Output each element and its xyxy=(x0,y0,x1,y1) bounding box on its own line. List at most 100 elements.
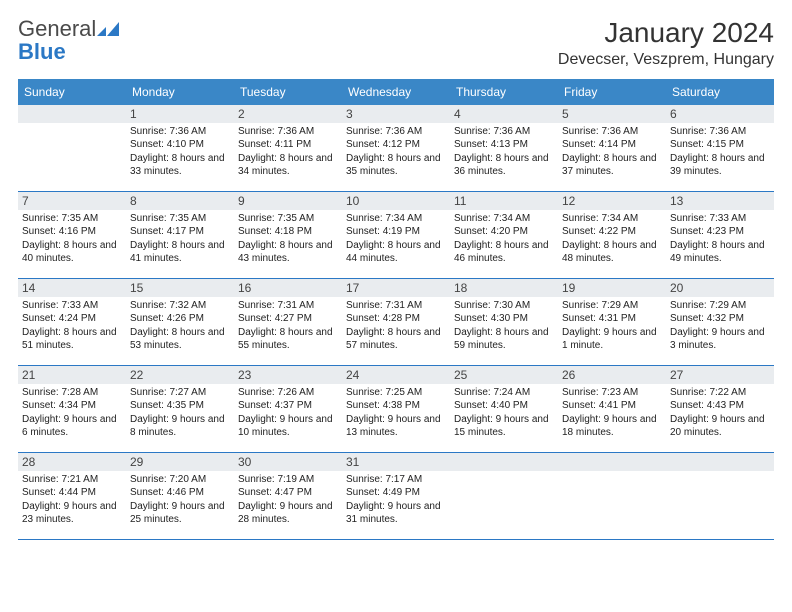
calendar-day-cell: 9Sunrise: 7:35 AMSunset: 4:18 PMDaylight… xyxy=(234,191,342,278)
day-line: Daylight: 8 hours and 40 minutes. xyxy=(22,239,122,266)
day-body: Sunrise: 7:25 AMSunset: 4:38 PMDaylight:… xyxy=(342,384,450,446)
calendar-week-row: 7Sunrise: 7:35 AMSunset: 4:16 PMDaylight… xyxy=(18,191,774,278)
day-body: Sunrise: 7:17 AMSunset: 4:49 PMDaylight:… xyxy=(342,471,450,533)
day-body: Sunrise: 7:35 AMSunset: 4:18 PMDaylight:… xyxy=(234,210,342,272)
title-block: January 2024 Devecser, Veszprem, Hungary xyxy=(558,18,774,69)
day-body: Sunrise: 7:36 AMSunset: 4:14 PMDaylight:… xyxy=(558,123,666,185)
day-body: Sunrise: 7:36 AMSunset: 4:13 PMDaylight:… xyxy=(450,123,558,185)
day-line: Sunset: 4:16 PM xyxy=(22,225,122,239)
day-line: Sunrise: 7:36 AM xyxy=(562,125,662,139)
day-number: 7 xyxy=(18,192,126,210)
brand-mark-icon xyxy=(97,22,119,41)
day-number: 13 xyxy=(666,192,774,210)
day-line: Sunrise: 7:21 AM xyxy=(22,473,122,487)
day-line: Sunset: 4:35 PM xyxy=(130,399,230,413)
day-line: Daylight: 8 hours and 35 minutes. xyxy=(346,152,446,179)
day-number: 11 xyxy=(450,192,558,210)
day-number: 25 xyxy=(450,366,558,384)
day-body: Sunrise: 7:29 AMSunset: 4:32 PMDaylight:… xyxy=(666,297,774,359)
day-line: Sunrise: 7:35 AM xyxy=(238,212,338,226)
calendar-week-row: 28Sunrise: 7:21 AMSunset: 4:44 PMDayligh… xyxy=(18,452,774,539)
day-line: Sunrise: 7:28 AM xyxy=(22,386,122,400)
day-line: Daylight: 9 hours and 1 minute. xyxy=(562,326,662,353)
day-number xyxy=(450,453,558,471)
day-line: Sunrise: 7:17 AM xyxy=(346,473,446,487)
day-line: Sunrise: 7:35 AM xyxy=(130,212,230,226)
day-number: 1 xyxy=(126,105,234,123)
day-line: Daylight: 8 hours and 55 minutes. xyxy=(238,326,338,353)
calendar-day-cell: 31Sunrise: 7:17 AMSunset: 4:49 PMDayligh… xyxy=(342,452,450,539)
weekday-header: Friday xyxy=(558,79,666,105)
calendar-day-cell: 8Sunrise: 7:35 AMSunset: 4:17 PMDaylight… xyxy=(126,191,234,278)
calendar-day-cell: 19Sunrise: 7:29 AMSunset: 4:31 PMDayligh… xyxy=(558,278,666,365)
day-line: Sunset: 4:26 PM xyxy=(130,312,230,326)
calendar-day-cell: 7Sunrise: 7:35 AMSunset: 4:16 PMDaylight… xyxy=(18,191,126,278)
day-line: Sunset: 4:40 PM xyxy=(454,399,554,413)
calendar-day-cell: 13Sunrise: 7:33 AMSunset: 4:23 PMDayligh… xyxy=(666,191,774,278)
day-body: Sunrise: 7:34 AMSunset: 4:20 PMDaylight:… xyxy=(450,210,558,272)
calendar-day-cell xyxy=(666,452,774,539)
day-line: Sunrise: 7:33 AM xyxy=(670,212,770,226)
day-line: Sunset: 4:19 PM xyxy=(346,225,446,239)
day-line: Daylight: 8 hours and 57 minutes. xyxy=(346,326,446,353)
day-body xyxy=(450,471,558,479)
day-line: Daylight: 9 hours and 18 minutes. xyxy=(562,413,662,440)
day-line: Sunset: 4:37 PM xyxy=(238,399,338,413)
calendar-day-cell: 4Sunrise: 7:36 AMSunset: 4:13 PMDaylight… xyxy=(450,105,558,192)
day-line: Daylight: 8 hours and 37 minutes. xyxy=(562,152,662,179)
day-line: Daylight: 8 hours and 36 minutes. xyxy=(454,152,554,179)
day-body: Sunrise: 7:36 AMSunset: 4:10 PMDaylight:… xyxy=(126,123,234,185)
day-line: Sunset: 4:41 PM xyxy=(562,399,662,413)
day-line: Sunset: 4:31 PM xyxy=(562,312,662,326)
calendar-day-cell: 30Sunrise: 7:19 AMSunset: 4:47 PMDayligh… xyxy=(234,452,342,539)
calendar-day-cell: 27Sunrise: 7:22 AMSunset: 4:43 PMDayligh… xyxy=(666,365,774,452)
calendar-day-cell: 26Sunrise: 7:23 AMSunset: 4:41 PMDayligh… xyxy=(558,365,666,452)
calendar-day-cell: 23Sunrise: 7:26 AMSunset: 4:37 PMDayligh… xyxy=(234,365,342,452)
page: General Blue January 2024 Devecser, Vesz… xyxy=(0,0,792,612)
day-line: Sunset: 4:14 PM xyxy=(562,138,662,152)
day-number: 21 xyxy=(18,366,126,384)
day-line: Sunset: 4:17 PM xyxy=(130,225,230,239)
day-number: 16 xyxy=(234,279,342,297)
day-line: Sunset: 4:44 PM xyxy=(22,486,122,500)
day-line: Sunrise: 7:36 AM xyxy=(346,125,446,139)
day-line: Sunrise: 7:34 AM xyxy=(562,212,662,226)
day-line: Sunset: 4:11 PM xyxy=(238,138,338,152)
day-number: 3 xyxy=(342,105,450,123)
day-number: 18 xyxy=(450,279,558,297)
day-line: Sunrise: 7:20 AM xyxy=(130,473,230,487)
day-body: Sunrise: 7:36 AMSunset: 4:12 PMDaylight:… xyxy=(342,123,450,185)
day-number: 17 xyxy=(342,279,450,297)
day-body: Sunrise: 7:28 AMSunset: 4:34 PMDaylight:… xyxy=(18,384,126,446)
calendar-day-cell: 22Sunrise: 7:27 AMSunset: 4:35 PMDayligh… xyxy=(126,365,234,452)
day-number: 5 xyxy=(558,105,666,123)
day-line: Sunrise: 7:34 AM xyxy=(346,212,446,226)
day-line: Sunset: 4:30 PM xyxy=(454,312,554,326)
day-line: Daylight: 9 hours and 25 minutes. xyxy=(130,500,230,527)
day-body: Sunrise: 7:21 AMSunset: 4:44 PMDaylight:… xyxy=(18,471,126,533)
day-line: Sunrise: 7:32 AM xyxy=(130,299,230,313)
day-body: Sunrise: 7:36 AMSunset: 4:15 PMDaylight:… xyxy=(666,123,774,185)
weekday-header: Sunday xyxy=(18,79,126,105)
day-number xyxy=(666,453,774,471)
calendar-day-cell: 11Sunrise: 7:34 AMSunset: 4:20 PMDayligh… xyxy=(450,191,558,278)
day-body: Sunrise: 7:35 AMSunset: 4:16 PMDaylight:… xyxy=(18,210,126,272)
calendar-day-cell: 2Sunrise: 7:36 AMSunset: 4:11 PMDaylight… xyxy=(234,105,342,192)
calendar-table: SundayMondayTuesdayWednesdayThursdayFrid… xyxy=(18,79,774,540)
day-number: 6 xyxy=(666,105,774,123)
weekday-header: Wednesday xyxy=(342,79,450,105)
month-title: January 2024 xyxy=(558,18,774,49)
day-body: Sunrise: 7:30 AMSunset: 4:30 PMDaylight:… xyxy=(450,297,558,359)
day-body xyxy=(18,123,126,131)
day-line: Sunrise: 7:19 AM xyxy=(238,473,338,487)
day-number: 28 xyxy=(18,453,126,471)
day-number: 26 xyxy=(558,366,666,384)
day-number: 15 xyxy=(126,279,234,297)
calendar-body: 1Sunrise: 7:36 AMSunset: 4:10 PMDaylight… xyxy=(18,105,774,540)
calendar-day-cell: 20Sunrise: 7:29 AMSunset: 4:32 PMDayligh… xyxy=(666,278,774,365)
day-number: 20 xyxy=(666,279,774,297)
brand-word-1: General xyxy=(18,16,96,41)
day-line: Sunrise: 7:33 AM xyxy=(22,299,122,313)
day-body: Sunrise: 7:19 AMSunset: 4:47 PMDaylight:… xyxy=(234,471,342,533)
calendar-day-cell: 1Sunrise: 7:36 AMSunset: 4:10 PMDaylight… xyxy=(126,105,234,192)
